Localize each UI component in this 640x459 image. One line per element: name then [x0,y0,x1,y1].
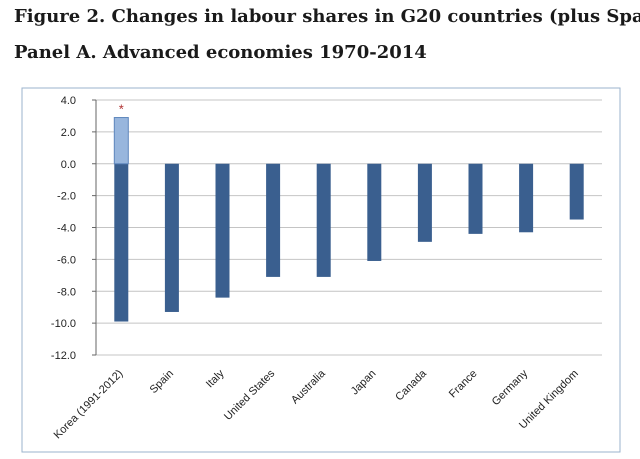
x-tick-label: Japan [349,368,379,398]
asterisk-marker: * [119,102,124,117]
x-tick-label: Germany [490,367,531,408]
bar [316,163,331,277]
x-tick-label: United States [222,367,278,423]
x-tick-label: Italy [204,367,227,390]
y-axis-ticks: 4.0 2.0 0.0 -2.0 -4.0 -6.0 -8.0 -10.0 -12.0 [51,95,97,362]
y-tick-label: 0.0 [61,159,76,171]
bar [569,163,584,220]
y-tick-label: -4.0 [57,223,76,235]
x-tick-label: Australia [289,367,328,406]
highlight-bar [113,117,129,165]
x-tick-label: France [447,368,480,401]
panel-title: Panel A. Advanced economies 1970-2014 [14,42,427,63]
x-tick-label: Spain [148,368,176,396]
x-tick-label: Korea (1991-2012) [52,368,126,442]
figure-title: Figure 2. Changes in labour shares in G2… [14,6,640,27]
y-tick-label: 2.0 [61,127,76,139]
bar [266,163,281,277]
bars: * [113,102,584,322]
y-tick-label: -10.0 [51,318,76,330]
bar [417,163,432,242]
y-tick-label: -6.0 [57,254,76,266]
bar [367,163,382,261]
bar [215,163,230,298]
y-tick-label: -12.0 [51,350,76,362]
bar [468,163,483,234]
bar [164,163,179,312]
x-tick-label: Canada [393,367,429,403]
y-tick-label: -8.0 [57,286,76,298]
y-tick-label: -2.0 [57,191,76,203]
chart-frame [21,87,621,453]
bar [114,163,129,322]
y-tick-label: 4.0 [61,95,76,107]
gridlines [96,99,602,356]
bar [519,163,534,233]
